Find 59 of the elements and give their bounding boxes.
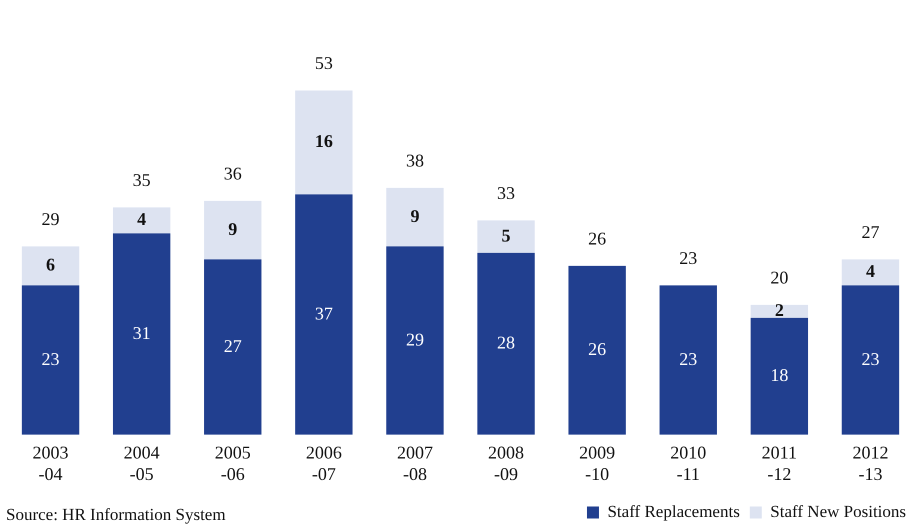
legend-label: Staff Replacements [607,502,740,521]
data-label: 29 [406,329,424,350]
data-label: 2 [774,300,784,320]
total-label: 26 [588,228,606,249]
data-label: 23 [42,348,60,369]
total-label: 20 [770,268,788,288]
data-label: 28 [497,332,516,353]
source-note: Source: HR Information System [6,505,226,525]
bar [22,246,80,286]
data-label: 23 [861,348,880,369]
data-label: 23 [679,348,698,369]
x-tick-label: 2003-04 [32,442,69,484]
bar [842,285,900,435]
x-tick-label: 2006-07 [306,442,342,484]
bar [477,220,535,253]
bar [22,285,80,435]
x-tick-label: 2007-08 [396,442,433,484]
total-label: 27 [861,222,880,242]
bar [204,259,262,435]
total-label: 33 [497,183,516,204]
total-label: 35 [132,170,151,190]
data-label: 31 [132,322,151,343]
data-label: 5 [502,225,511,246]
bar [660,285,717,435]
total-label: 36 [224,164,242,184]
legend-label: Staff New Positions [770,502,906,521]
data-label: 9 [228,218,238,239]
x-tick-label: 2005-06 [214,442,251,484]
data-label: 4 [866,261,875,282]
bar [112,207,170,234]
total-label: 53 [314,53,333,74]
data-label: 16 [314,131,333,152]
bar [386,188,444,246]
bar [112,233,170,435]
data-label: 6 [46,254,56,275]
data-label: 4 [137,209,146,230]
bar [295,194,353,435]
x-tick-label: 2011-12 [762,442,798,484]
data-label: 26 [588,339,606,360]
bar [295,90,353,194]
total-label: 23 [679,248,698,268]
bar [204,200,262,260]
data-label: 9 [410,206,420,226]
bar [386,246,444,435]
bar [750,304,808,318]
x-tick-label: 2010-11 [670,442,706,484]
x-tick-label: 2004-05 [124,442,160,484]
bar [750,318,808,435]
x-tick-label: 2009-10 [579,442,616,484]
data-label: 27 [224,336,242,356]
total-label: 38 [406,150,424,171]
data-label: 18 [770,365,788,386]
x-tick-label: 2008-09 [488,442,524,484]
bar [477,252,535,435]
x-tick-label: 2012-13 [852,442,888,484]
bar [842,259,900,286]
bar [568,266,626,435]
total-label: 29 [42,209,60,230]
data-label: 37 [314,303,333,324]
